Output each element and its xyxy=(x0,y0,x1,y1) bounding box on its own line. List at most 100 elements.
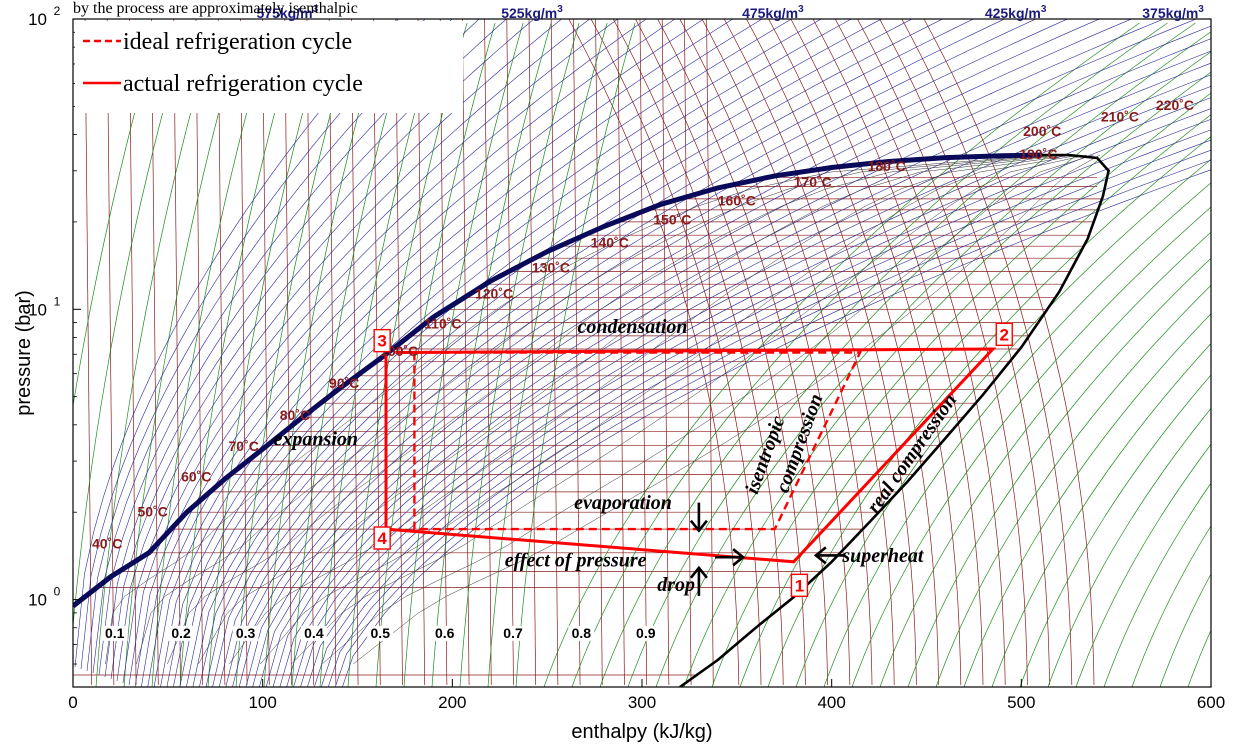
isentrope-line xyxy=(291,22,412,687)
isochor-line xyxy=(314,129,1211,687)
quality-label-bg xyxy=(431,625,458,641)
y-tick-label: 10 xyxy=(28,300,47,319)
isochor-line xyxy=(205,19,1006,687)
isochor-line xyxy=(173,19,852,687)
state-point-box xyxy=(995,322,1013,347)
temperature-label: 170˚C xyxy=(794,174,832,190)
state-point-label: 4 xyxy=(377,529,387,548)
annotation-arrow xyxy=(689,565,708,596)
density-label: 475kg/m3 xyxy=(742,4,804,21)
isochor-line xyxy=(286,85,1211,687)
quality-label-bg xyxy=(500,625,527,641)
isochor-line xyxy=(265,50,1211,687)
quality-label: 0.5 xyxy=(371,625,391,641)
process-annotation: superheat xyxy=(841,545,925,567)
isochor-line xyxy=(232,19,1133,687)
isentrope-line xyxy=(795,158,1211,687)
quality-label: 0.7 xyxy=(503,625,523,641)
process-annotation: evaporation xyxy=(574,492,672,514)
isochor-line xyxy=(98,19,507,676)
isochor-line xyxy=(300,108,1211,687)
isochor-line xyxy=(110,19,563,680)
isochor-line xyxy=(225,19,1101,687)
isentrope-line xyxy=(1159,573,1211,687)
state-point-label: 1 xyxy=(795,576,804,595)
quality-label: 0.2 xyxy=(171,625,191,641)
isotherm-line xyxy=(84,19,93,686)
saturation-dome xyxy=(73,152,1111,687)
quality-label-bg xyxy=(632,625,659,641)
isentrope-line xyxy=(431,22,552,687)
isochor-line xyxy=(116,19,591,682)
density-label: 375kg/m3 xyxy=(1142,4,1204,21)
isentrope-line xyxy=(1131,525,1211,687)
isochor-line xyxy=(334,159,1211,687)
isotherm-line xyxy=(351,19,359,686)
isentrope-line xyxy=(1019,374,1211,687)
isentrope-line xyxy=(963,313,1211,687)
x-tick-label: 500 xyxy=(1007,693,1035,712)
temperature-label: 150˚C xyxy=(653,211,691,227)
y-axis-title: pressure (bar) xyxy=(13,290,35,416)
temperature-label: 130˚C xyxy=(532,259,570,275)
quality-label-bg xyxy=(300,625,327,641)
isotherm-line xyxy=(306,19,315,686)
temperature-label: 110˚C xyxy=(424,315,461,331)
temperature-label: 120˚C xyxy=(475,285,513,301)
isochor-line xyxy=(186,19,913,687)
isochor-line xyxy=(279,74,1211,687)
process-annotation: effect of pressure xyxy=(505,550,647,572)
isentrope-line xyxy=(879,231,1211,687)
annotation-arrow xyxy=(813,546,844,565)
isochor-line xyxy=(141,19,705,687)
isochor-line xyxy=(293,97,1211,687)
legend-label: ideal refrigeration cycle xyxy=(123,29,352,55)
quality-line xyxy=(260,154,1081,665)
y-tick-exponent: 0 xyxy=(54,585,61,599)
isochor-line xyxy=(238,19,1165,687)
y-tick-label: 10 xyxy=(28,10,47,29)
isotherm-line xyxy=(746,19,917,686)
isentrope-line xyxy=(991,343,1211,687)
isotherm-line xyxy=(328,19,337,686)
legend: ideal refrigeration cycle actual refriger… xyxy=(75,21,463,113)
isentrope-line xyxy=(935,284,1211,687)
isentrope-line xyxy=(599,22,1196,687)
quality-label: 0.3 xyxy=(236,625,256,641)
x-tick-label: 400 xyxy=(817,693,845,712)
quality-line xyxy=(353,154,1101,665)
temperature-label: 140˚C xyxy=(591,235,629,251)
isentrope-line xyxy=(403,22,524,687)
quality-label: 0.4 xyxy=(304,625,324,641)
isentrope-line xyxy=(1216,23,1236,687)
quality-label-bg xyxy=(232,625,259,641)
isentrope-line xyxy=(907,257,1211,687)
state-point-box xyxy=(790,573,809,598)
quality-label: 0.8 xyxy=(572,625,592,641)
x-tick-label: 100 xyxy=(248,693,276,712)
isochor-line xyxy=(342,169,1211,687)
temperature-label: 70˚C xyxy=(229,438,259,454)
isotherm-line xyxy=(195,19,204,686)
legend-box xyxy=(75,21,463,113)
state-point-label: 2 xyxy=(1000,325,1009,344)
isochor-line xyxy=(212,19,1037,687)
isentrope-line xyxy=(543,22,1140,687)
property-lines xyxy=(73,19,1236,687)
isentrope-line xyxy=(207,22,328,687)
isentrope-line xyxy=(263,22,384,687)
isochor-line xyxy=(320,139,1211,687)
isentrope-line xyxy=(459,22,580,687)
isentrope-line xyxy=(319,22,440,687)
x-tick-label: 0 xyxy=(68,693,77,712)
temperature-label: 160˚C xyxy=(718,192,756,208)
actual-cycle-line xyxy=(384,347,997,564)
isentrope-line xyxy=(1047,407,1211,687)
isochor-line xyxy=(160,19,793,687)
x-tick-label: 200 xyxy=(438,693,466,712)
quality-line xyxy=(167,154,1061,665)
y-tick-exponent: 1 xyxy=(54,294,61,308)
density-label: 525kg/m3 xyxy=(501,4,563,21)
isentrope-line xyxy=(375,22,496,687)
